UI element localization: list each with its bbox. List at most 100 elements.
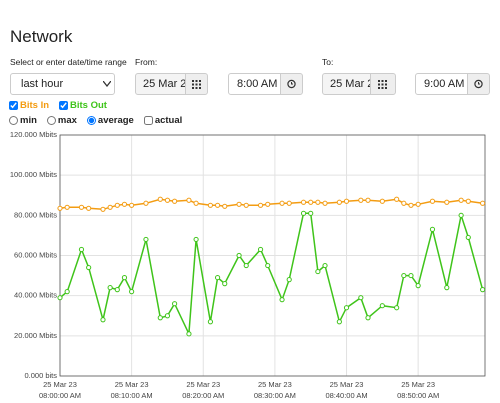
radio[interactable]	[46, 116, 56, 125]
data-point	[429, 198, 436, 204]
data-point	[243, 202, 249, 208]
data-point	[343, 198, 350, 204]
y-tick-label: 120.000 Mbits	[10, 130, 57, 139]
data-point	[57, 295, 63, 301]
x-tick-label: 08:50:00 AM	[397, 391, 439, 400]
to-calendar-button[interactable]	[370, 73, 396, 95]
x-tick-label: 08:00:00 AM	[39, 391, 81, 400]
data-point	[401, 272, 407, 279]
data-point	[243, 262, 249, 269]
to-date[interactable]: 25 Mar 2	[322, 73, 371, 95]
data-point	[222, 203, 228, 209]
data-point	[315, 199, 321, 205]
data-point	[458, 212, 464, 218]
aggregation-option[interactable]: average	[86, 115, 134, 126]
radio[interactable]	[9, 116, 18, 125]
from-clock-button[interactable]	[280, 73, 303, 95]
data-point	[214, 274, 221, 281]
series-line	[59, 212, 484, 337]
data-point	[343, 305, 350, 311]
data-point	[408, 202, 414, 208]
data-point	[164, 313, 171, 319]
from-calendar-button[interactable]	[185, 73, 208, 95]
radio[interactable]	[86, 116, 96, 125]
actual-option[interactable]: actual	[143, 115, 182, 126]
to-clock-button[interactable]	[467, 73, 490, 95]
data-point	[465, 198, 471, 204]
plot-frame	[59, 134, 486, 377]
data-point	[164, 197, 171, 203]
series-toggle[interactable]: Bits In	[9, 100, 49, 111]
series-toggle[interactable]: Bits Out	[59, 100, 107, 111]
preset-select[interactable]: last hour	[10, 73, 115, 95]
data-point	[129, 289, 135, 295]
data-point	[429, 226, 436, 232]
data-point	[129, 202, 135, 208]
data-point	[236, 252, 242, 259]
option-label: average	[97, 115, 134, 126]
option-label: min	[20, 115, 37, 126]
legend-label: Bits Out	[70, 100, 107, 111]
y-tick-label: 20.000 Mbits	[14, 331, 57, 340]
data-point	[408, 272, 414, 279]
data-point	[394, 305, 400, 311]
data-point	[107, 285, 113, 291]
data-point	[78, 204, 85, 210]
data-point	[186, 197, 192, 203]
checkbox[interactable]	[9, 101, 18, 110]
data-point	[286, 277, 292, 283]
data-point	[107, 204, 113, 210]
preset-value: last hour	[21, 78, 64, 90]
data-point	[64, 204, 70, 210]
data-point	[322, 200, 328, 206]
data-point	[86, 205, 92, 211]
caret	[103, 81, 111, 87]
data-point	[336, 199, 342, 205]
data-point	[64, 289, 70, 295]
page-title: Network	[10, 27, 73, 46]
data-point	[78, 246, 85, 253]
data-point	[214, 202, 221, 208]
data-point	[465, 234, 471, 241]
data-point	[379, 303, 385, 309]
range-label: Select or enter date/time range	[10, 57, 127, 67]
checkbox[interactable]	[143, 116, 153, 125]
data-point	[265, 262, 271, 269]
data-point	[157, 315, 163, 321]
x-tick-label: 25 Mar 23	[401, 380, 435, 389]
data-point	[114, 287, 120, 293]
clock-icon	[287, 79, 296, 89]
aggregation-options: min max average actual	[9, 115, 182, 126]
calendar-icon	[378, 80, 387, 89]
from-date[interactable]: 25 Mar 2	[135, 73, 186, 95]
x-tick-label: 25 Mar 23	[186, 380, 220, 389]
data-point	[279, 297, 285, 303]
data-point	[186, 331, 192, 337]
data-point	[121, 274, 128, 281]
data-point	[358, 197, 364, 203]
aggregation-option[interactable]: max	[46, 115, 77, 126]
data-point	[121, 201, 128, 207]
data-point	[265, 201, 271, 207]
x-tick-label: 25 Mar 23	[43, 380, 77, 389]
data-point	[365, 315, 371, 321]
from-time[interactable]: 8:00 AM	[228, 73, 281, 95]
data-point	[236, 201, 242, 207]
data-point	[308, 210, 314, 216]
data-point	[480, 200, 486, 206]
aggregation-option[interactable]: min	[9, 115, 37, 126]
data-point	[415, 283, 421, 289]
y-tick-label: 0.000 bits	[24, 371, 57, 380]
to-time[interactable]: 9:00 AM	[415, 73, 468, 95]
x-tick-label: 08:20:00 AM	[182, 391, 224, 400]
x-tick-label: 08:30:00 AM	[254, 391, 296, 400]
data-point	[207, 319, 214, 325]
data-point	[143, 236, 149, 243]
checkbox[interactable]	[59, 101, 68, 110]
x-tick-label: 08:40:00 AM	[325, 391, 367, 400]
y-tick-label: 40.000 Mbits	[14, 291, 57, 300]
x-tick-label: 08:10:00 AM	[111, 391, 153, 400]
y-tick-label: 60.000 Mbits	[14, 250, 57, 259]
option-label: max	[57, 115, 77, 126]
